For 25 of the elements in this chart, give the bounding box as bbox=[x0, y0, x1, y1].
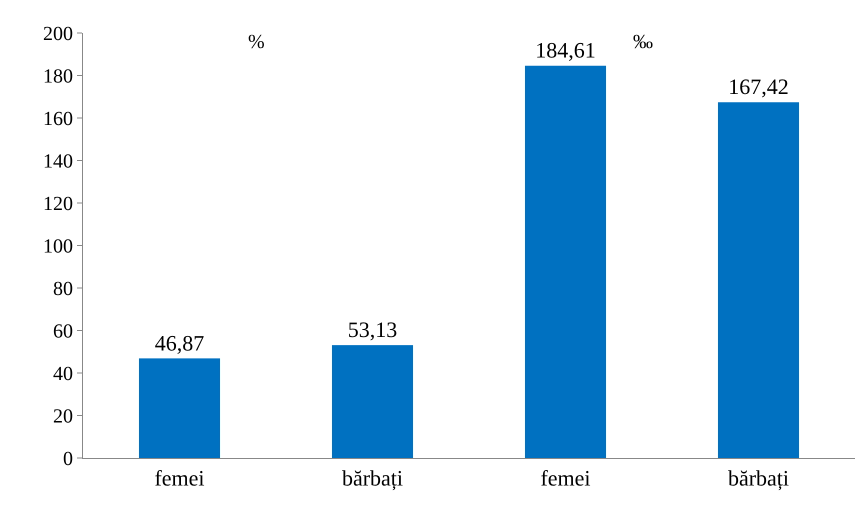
x-tick-label: femei bbox=[154, 465, 205, 490]
y-tick-label: 60 bbox=[53, 320, 73, 342]
y-tick-label: 100 bbox=[43, 236, 73, 258]
annotation: % bbox=[248, 31, 265, 53]
data-label: 46,87 bbox=[154, 330, 204, 356]
y-tick-label: 200 bbox=[43, 23, 73, 45]
y-tick-label: 140 bbox=[43, 150, 73, 172]
data-label: 184,61 bbox=[535, 38, 596, 63]
bar bbox=[524, 66, 606, 458]
y-tick-label: 80 bbox=[53, 278, 73, 300]
data-label: 167,42 bbox=[728, 74, 789, 100]
x-tick-label: bărbați bbox=[342, 465, 404, 490]
annotation: ‰ bbox=[633, 31, 653, 53]
y-tick-label: 0 bbox=[63, 448, 73, 470]
bar bbox=[718, 102, 800, 458]
y-tick-label: 40 bbox=[53, 363, 73, 385]
data-label: 53,13 bbox=[348, 317, 398, 342]
y-tick-label: 120 bbox=[43, 193, 73, 215]
x-tick-label: femei bbox=[540, 465, 591, 490]
y-tick-label: 20 bbox=[53, 406, 73, 428]
y-tick-label: 180 bbox=[43, 66, 73, 88]
y-tick-label: 160 bbox=[43, 108, 73, 130]
bar bbox=[332, 345, 414, 458]
x-tick-label: bărbați bbox=[728, 465, 790, 490]
bar bbox=[138, 358, 220, 458]
